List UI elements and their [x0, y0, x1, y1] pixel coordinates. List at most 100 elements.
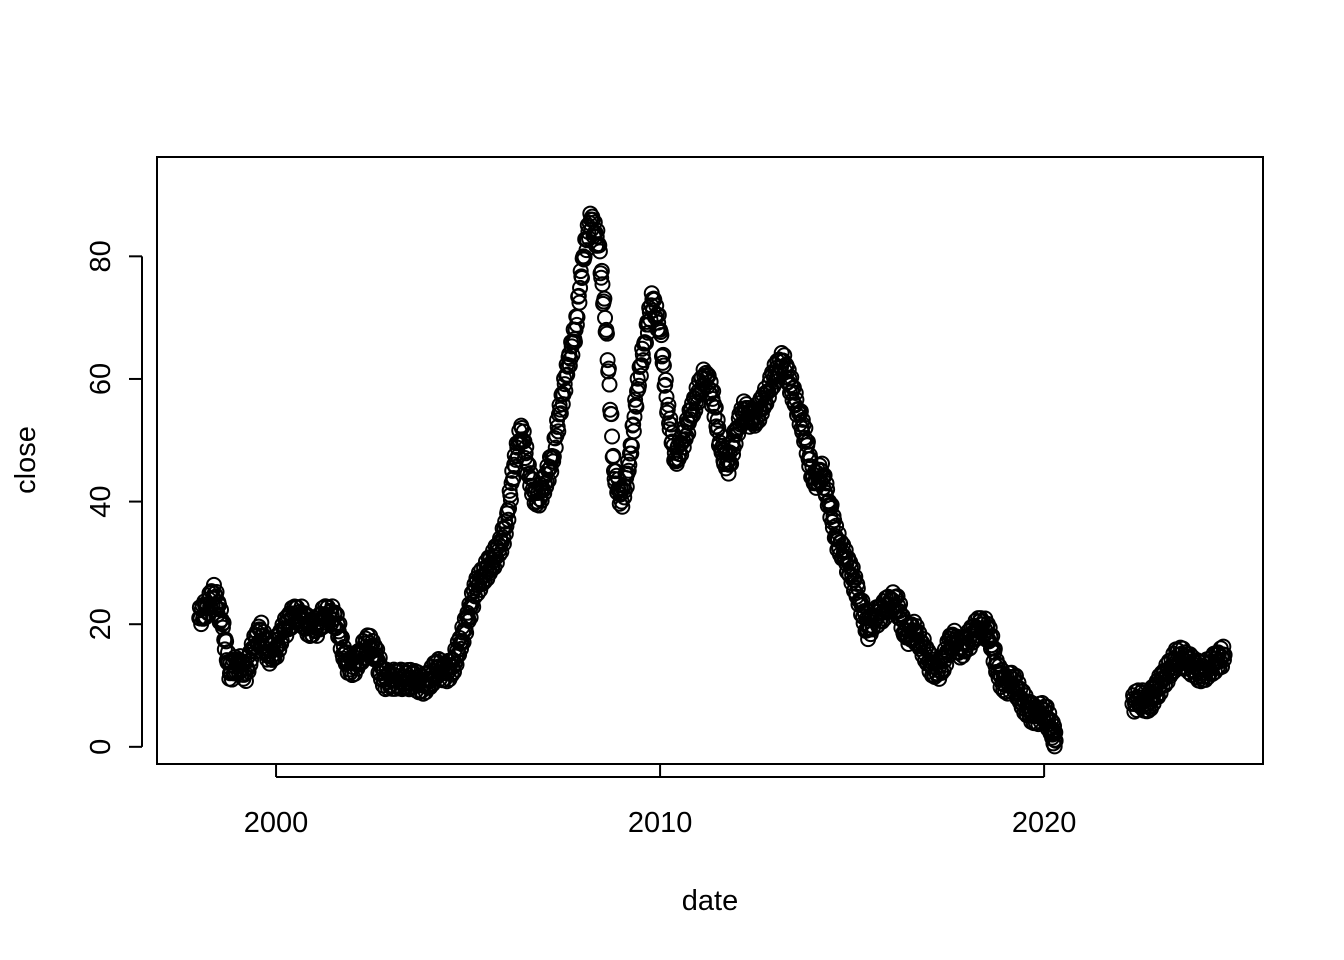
data-point [634, 346, 651, 363]
data-point [517, 445, 534, 462]
data-point [730, 425, 747, 442]
data-point [782, 377, 799, 394]
data-point [621, 456, 638, 473]
data-point [787, 397, 804, 414]
plot-frame [156, 156, 1264, 765]
data-point [794, 411, 811, 428]
data-point [818, 475, 835, 492]
data-point [1214, 658, 1231, 675]
data-point [500, 511, 517, 528]
data-point [599, 352, 616, 369]
data-point [986, 640, 1003, 657]
data-point [780, 361, 797, 378]
data-point [1047, 732, 1064, 749]
data-point [462, 609, 479, 626]
data-point [1216, 646, 1233, 663]
data-point [653, 348, 670, 365]
axes-layer: 2000 2010 2020 0 20 40 60 80 [85, 240, 1076, 839]
data-point [495, 535, 512, 552]
data-point [787, 384, 804, 401]
data-point [760, 389, 777, 406]
data-point [614, 498, 631, 515]
data-point [709, 411, 726, 428]
data-point [933, 664, 950, 681]
data-point [218, 633, 235, 650]
data-point [554, 385, 571, 402]
data-point [628, 398, 645, 415]
data-point [495, 529, 512, 546]
data-point [593, 269, 610, 286]
data-point [625, 416, 642, 433]
data-point [271, 641, 288, 658]
data-point [655, 346, 672, 363]
data-point [604, 428, 621, 445]
data-point [889, 588, 906, 605]
data-point [981, 619, 998, 636]
data-point [596, 290, 613, 307]
data-point [705, 383, 722, 400]
data-point [844, 559, 861, 576]
data-point [253, 614, 270, 631]
data-point [566, 333, 583, 350]
y-tick-label: 60 [85, 363, 117, 395]
data-point [630, 377, 647, 394]
data-point [591, 243, 608, 260]
data-point [572, 279, 589, 296]
data-point [455, 634, 472, 651]
data-point [658, 389, 675, 406]
data-point [573, 269, 590, 286]
data-point [603, 406, 620, 423]
data-point [502, 487, 519, 504]
data-point [518, 438, 535, 455]
data-point [559, 366, 576, 383]
data-point [328, 606, 345, 623]
data-point [447, 648, 464, 665]
data-point [675, 439, 692, 456]
data-point [588, 228, 605, 245]
data-point [635, 352, 652, 369]
data-point [576, 248, 593, 265]
data-point [938, 656, 955, 673]
y-tick-label: 0 [85, 739, 117, 755]
data-point [550, 423, 567, 440]
data-point [1150, 689, 1167, 706]
data-point [833, 534, 850, 551]
data-point [1047, 724, 1064, 741]
data-point [847, 568, 864, 585]
data-point [591, 237, 608, 254]
data-point [657, 371, 674, 388]
data-point [557, 382, 574, 399]
x-tick-label: 2000 [244, 807, 309, 839]
data-point [502, 492, 519, 509]
data-point [453, 640, 470, 657]
data-point [498, 518, 515, 535]
y-tick-label: 20 [85, 608, 117, 640]
data-point [205, 576, 222, 593]
data-point [445, 664, 462, 681]
data-point [632, 367, 649, 384]
data-point [570, 287, 587, 304]
x-tick-label: 2010 [628, 807, 693, 839]
data-point [561, 357, 578, 374]
data-point [598, 325, 615, 342]
data-point [874, 613, 891, 630]
x-tick-label: 2020 [1012, 807, 1077, 839]
data-point [515, 423, 532, 440]
data-point [657, 376, 674, 393]
data-point [702, 373, 719, 390]
y-tick-label: 80 [85, 240, 117, 272]
points-layer [191, 205, 1233, 755]
data-point [637, 334, 654, 351]
data-point [725, 446, 742, 463]
data-point [458, 624, 475, 641]
data-point [623, 445, 640, 462]
data-point [626, 408, 643, 425]
data-point [720, 465, 737, 482]
data-point [1038, 698, 1055, 715]
data-point [605, 447, 622, 464]
data-point [533, 492, 550, 509]
data-point [616, 489, 633, 506]
data-point [600, 360, 617, 377]
data-point [601, 376, 618, 393]
